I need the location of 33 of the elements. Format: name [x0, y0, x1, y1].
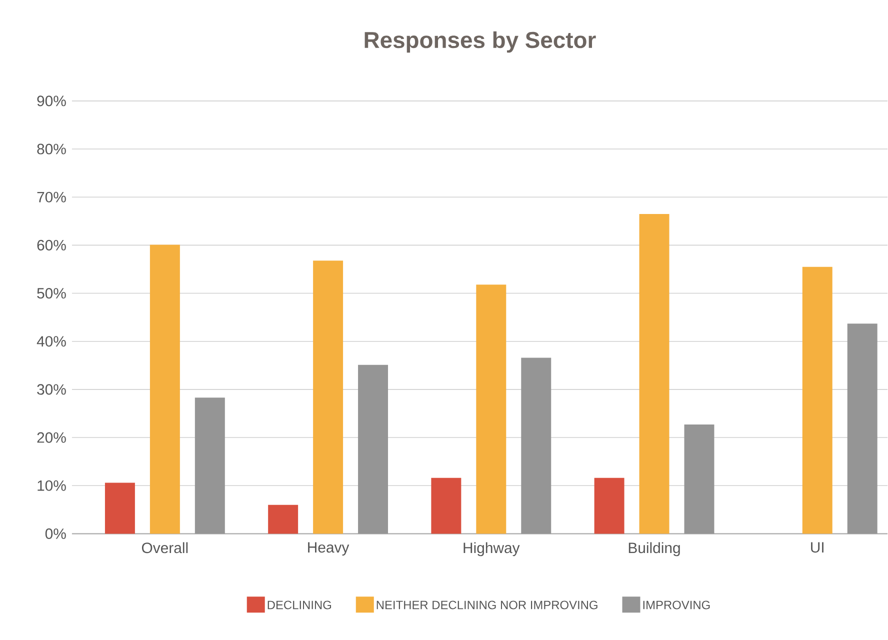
chart-title: Responses by Sector [364, 31, 596, 53]
bar [431, 478, 462, 534]
y-tick-label: 20% [37, 432, 66, 443]
y-tick-label: 80% [37, 144, 66, 154]
y-tick-label: 60% [37, 240, 66, 251]
bar [268, 505, 298, 534]
bar [313, 260, 344, 534]
y-tick-label: 40% [36, 336, 66, 347]
bar [521, 358, 552, 534]
bar [194, 398, 225, 534]
y-tick-label: 90% [37, 96, 66, 106]
x-tick-label: Highway [464, 542, 520, 556]
bar [150, 244, 180, 534]
bar [104, 482, 135, 534]
legend-label: IMPROVING [643, 600, 710, 610]
x-tick-label: UI [811, 542, 824, 553]
bar [802, 267, 832, 534]
y-tick-label: 50% [37, 288, 66, 299]
y-tick-label: 70% [37, 192, 66, 203]
bar [684, 424, 714, 534]
y-tick-label: 30% [37, 384, 66, 395]
bar [847, 324, 878, 534]
x-tick-label: Building [628, 542, 680, 556]
y-tick-label: 0% [45, 528, 66, 540]
y-tick-label: 10% [38, 480, 66, 492]
bar [594, 478, 624, 534]
x-tick-label: Overall [142, 542, 188, 554]
legend-label: DECLINING [268, 600, 332, 610]
x-tick-label: Heavy [308, 542, 350, 556]
bar [476, 284, 506, 534]
bar [358, 365, 388, 534]
bar [639, 214, 670, 534]
legend-label: NEITHER DECLINING NOR IMPROVING [376, 600, 598, 610]
